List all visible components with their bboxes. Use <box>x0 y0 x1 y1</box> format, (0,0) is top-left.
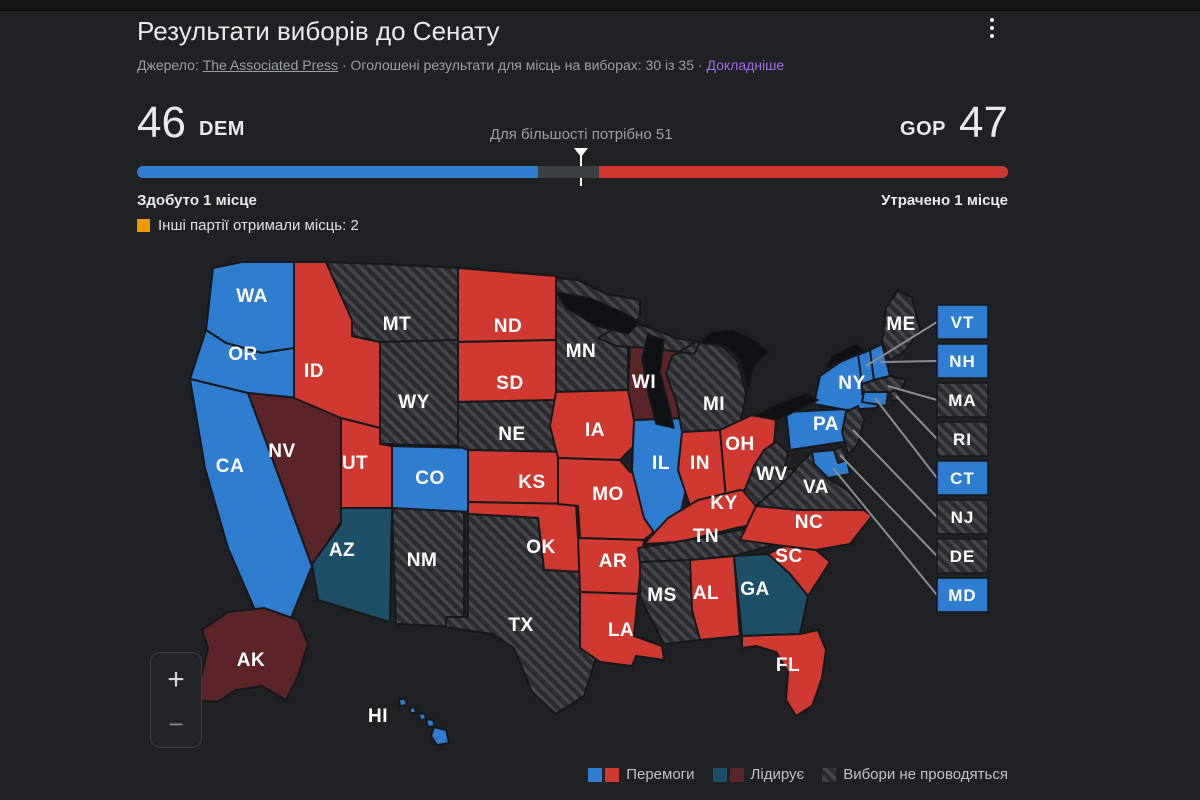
kebab-menu-icon[interactable] <box>982 14 1002 42</box>
legend-dem-win-swatch <box>588 767 603 782</box>
lake <box>751 393 820 421</box>
state-TX[interactable] <box>445 513 635 715</box>
leader-line-DE <box>839 454 938 557</box>
top-divider <box>0 0 1200 11</box>
seat-bar <box>137 166 1008 178</box>
lake <box>554 290 642 335</box>
zoom-in-button[interactable]: + <box>167 663 185 696</box>
majority-marker-icon <box>574 148 589 157</box>
majority-needed-text: Для більшості потрібно 51 <box>489 126 673 143</box>
leader-line-NJ <box>852 429 938 518</box>
legend-dem-lead-swatch <box>712 767 727 782</box>
state-box-DE[interactable] <box>936 538 989 574</box>
dem-seat-count: 46 <box>137 98 186 147</box>
state-label-HI: HI <box>368 706 388 727</box>
state-box-VT[interactable] <box>936 304 989 340</box>
state-AL[interactable] <box>689 555 741 641</box>
leader-line-MD <box>832 467 938 596</box>
state-IA[interactable] <box>549 389 639 461</box>
state-FL[interactable] <box>741 629 827 717</box>
lake <box>698 329 770 393</box>
leader-line-NH <box>879 360 938 363</box>
state-AR[interactable] <box>577 537 645 595</box>
lake <box>824 343 868 370</box>
other-parties-row: Інші партії отримали місць: 2 <box>137 217 359 234</box>
state-WY[interactable] <box>379 339 459 447</box>
state-NM[interactable] <box>391 507 465 628</box>
source-prefix: Джерело: <box>137 57 199 73</box>
state-box-MA[interactable] <box>936 382 989 418</box>
state-box-NH[interactable] <box>936 343 989 379</box>
legend-wins-label: Перемоги <box>626 766 695 783</box>
lake <box>641 333 675 429</box>
legend-no-election-label: Вибори не проводяться <box>843 766 1008 783</box>
legend-gop-win-swatch <box>605 767 620 782</box>
state-LA[interactable] <box>579 591 665 667</box>
source-link[interactable]: The Associated Press <box>202 57 339 73</box>
state-box-NJ[interactable] <box>936 499 989 535</box>
state-box-CT[interactable] <box>936 460 989 496</box>
legend-leads: Лідирує <box>712 766 805 783</box>
seat-tally: 46 DEM 47 GOP Для більшості потрібно 51 … <box>137 98 1008 234</box>
dem-label: DEM <box>199 118 245 140</box>
state-box-RI[interactable] <box>936 421 989 457</box>
zoom-out-button[interactable]: − <box>168 709 184 739</box>
gop-seat-count: 47 <box>959 98 1008 147</box>
seat-bar-gop <box>598 166 1008 178</box>
other-parties-text: Інші партії отримали місць: 2 <box>158 217 359 234</box>
gop-label: GOP <box>900 118 946 140</box>
leader-line-VT <box>865 321 938 367</box>
legend-gop-lead-swatch <box>729 767 744 782</box>
state-ND[interactable] <box>457 267 557 343</box>
leader-line-RI <box>895 395 938 440</box>
other-parties-swatch <box>137 219 150 232</box>
gop-change-text: Утрачено 1 місце <box>881 192 1008 209</box>
map-zoom-control: + − <box>150 652 202 748</box>
results-announced-text: Оголошені результати для місць на вибора… <box>350 57 695 73</box>
leader-line-CT <box>874 397 938 479</box>
state-MD[interactable] <box>811 449 851 479</box>
separator-2: · <box>697 57 703 73</box>
state-HI[interactable] <box>398 698 450 746</box>
state-MO[interactable] <box>557 457 657 541</box>
legend-no-election: Вибори не проводяться <box>822 766 1008 783</box>
state-CO[interactable] <box>391 445 471 513</box>
leader-line-MA <box>887 385 938 401</box>
dem-change-text: Здобуто 1 місце <box>137 192 257 209</box>
separator-1: · <box>341 57 347 73</box>
map-legend: Перемоги Лідирує Вибори не проводяться <box>588 766 1008 783</box>
legend-hatch-swatch <box>822 767 837 782</box>
legend-leads-label: Лідирує <box>750 766 805 783</box>
more-link[interactable]: Докладніше <box>706 57 785 73</box>
source-line: Джерело: The Associated Press · Оголошен… <box>137 57 784 73</box>
page-title: Результати виборів до Сенату <box>137 16 500 46</box>
seat-bar-dem <box>137 166 538 178</box>
state-box-MD[interactable] <box>936 577 989 613</box>
state-ME[interactable] <box>881 289 921 361</box>
state-SD[interactable] <box>457 339 557 403</box>
legend-wins: Перемоги <box>588 766 695 783</box>
state-NC[interactable] <box>739 505 873 551</box>
